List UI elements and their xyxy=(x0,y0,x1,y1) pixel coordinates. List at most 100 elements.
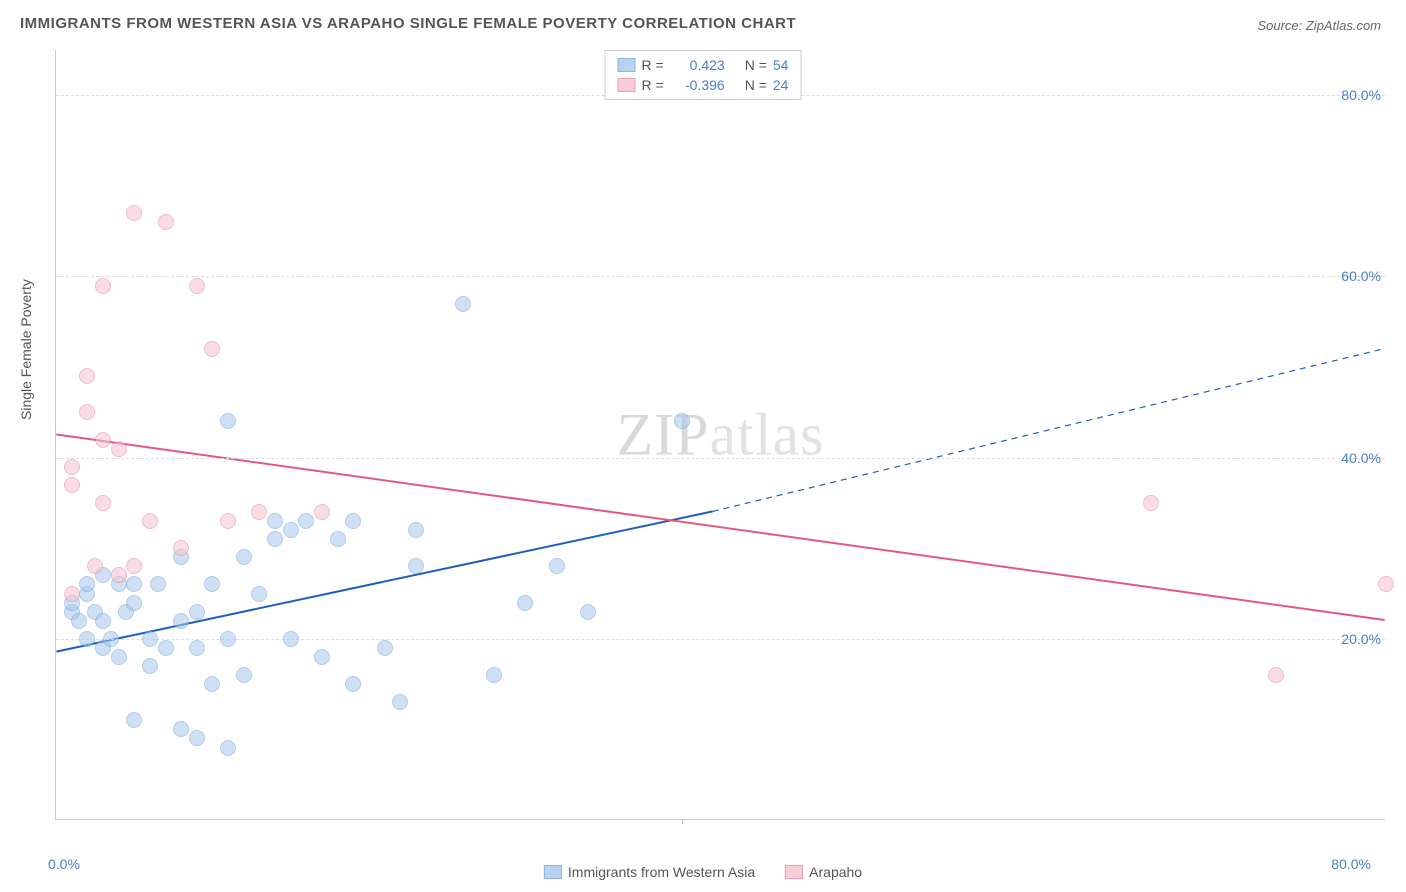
legend-swatch xyxy=(618,78,636,92)
data-point xyxy=(95,495,111,511)
data-point xyxy=(126,558,142,574)
data-point xyxy=(220,740,236,756)
data-point xyxy=(220,631,236,647)
data-point xyxy=(103,631,119,647)
data-point xyxy=(79,368,95,384)
data-point xyxy=(408,522,424,538)
data-point xyxy=(158,214,174,230)
data-point xyxy=(111,649,127,665)
data-point xyxy=(64,586,80,602)
data-point xyxy=(64,459,80,475)
data-point xyxy=(142,513,158,529)
legend-n-label: N = xyxy=(745,57,767,73)
source-label: Source: ZipAtlas.com xyxy=(1257,18,1381,33)
gridline xyxy=(56,276,1385,277)
x-tick-0: 0.0% xyxy=(48,856,80,872)
data-point xyxy=(314,504,330,520)
legend-correlation: R = 0.423 N = 54 R = -0.396 N = 24 xyxy=(605,50,802,100)
data-point xyxy=(377,640,393,656)
data-point xyxy=(150,576,166,592)
data-point xyxy=(251,586,267,602)
data-point xyxy=(158,640,174,656)
trend-lines-layer xyxy=(56,50,1385,819)
data-point xyxy=(1268,667,1284,683)
data-point xyxy=(126,576,142,592)
data-point xyxy=(126,205,142,221)
data-point xyxy=(173,540,189,556)
y-tick-label: 60.0% xyxy=(1341,268,1381,284)
legend-row: R = 0.423 N = 54 xyxy=(618,55,789,75)
data-point xyxy=(345,676,361,692)
legend-series: Immigrants from Western Asia Arapaho xyxy=(544,864,862,880)
data-point xyxy=(267,531,283,547)
data-point xyxy=(204,341,220,357)
data-point xyxy=(486,667,502,683)
y-tick-label: 20.0% xyxy=(1341,631,1381,647)
legend-series-label: Arapaho xyxy=(809,864,862,880)
data-point xyxy=(204,676,220,692)
legend-swatch xyxy=(544,865,562,879)
data-point xyxy=(236,667,252,683)
gridline xyxy=(56,458,1385,459)
data-point xyxy=(298,513,314,529)
x-tick xyxy=(682,819,683,824)
data-point xyxy=(408,558,424,574)
data-point xyxy=(173,613,189,629)
data-point xyxy=(220,413,236,429)
plot-area: ZIPatlas xyxy=(55,50,1385,820)
data-point xyxy=(87,558,103,574)
chart-container: IMMIGRANTS FROM WESTERN ASIA VS ARAPAHO … xyxy=(0,0,1406,892)
legend-r-value: -0.396 xyxy=(670,77,725,93)
data-point xyxy=(64,477,80,493)
legend-swatch xyxy=(618,58,636,72)
data-point xyxy=(1143,495,1159,511)
data-point xyxy=(142,631,158,647)
data-point xyxy=(111,567,127,583)
data-point xyxy=(251,504,267,520)
data-point xyxy=(126,595,142,611)
legend-n-value: 24 xyxy=(773,77,789,93)
data-point xyxy=(455,296,471,312)
data-point xyxy=(330,531,346,547)
data-point xyxy=(283,631,299,647)
data-point xyxy=(173,721,189,737)
data-point xyxy=(314,649,330,665)
data-point xyxy=(142,658,158,674)
data-point xyxy=(392,694,408,710)
chart-title: IMMIGRANTS FROM WESTERN ASIA VS ARAPAHO … xyxy=(20,15,796,32)
legend-n-value: 54 xyxy=(773,57,789,73)
data-point xyxy=(79,631,95,647)
legend-series-item: Arapaho xyxy=(785,864,862,880)
data-point xyxy=(71,613,87,629)
data-point xyxy=(580,604,596,620)
legend-series-label: Immigrants from Western Asia xyxy=(568,864,755,880)
legend-r-label: R = xyxy=(642,57,664,73)
legend-r-label: R = xyxy=(642,77,664,93)
legend-n-label: N = xyxy=(745,77,767,93)
data-point xyxy=(95,278,111,294)
data-point xyxy=(674,413,690,429)
watermark: ZIPatlas xyxy=(617,400,825,469)
data-point xyxy=(236,549,252,565)
data-point xyxy=(267,513,283,529)
data-point xyxy=(189,604,205,620)
data-point xyxy=(189,278,205,294)
x-tick-80: 80.0% xyxy=(1331,856,1371,872)
data-point xyxy=(189,640,205,656)
data-point xyxy=(111,441,127,457)
data-point xyxy=(220,513,236,529)
data-point xyxy=(189,730,205,746)
data-point xyxy=(204,576,220,592)
gridline xyxy=(56,639,1385,640)
data-point xyxy=(95,613,111,629)
legend-series-item: Immigrants from Western Asia xyxy=(544,864,755,880)
data-point xyxy=(517,595,533,611)
data-point xyxy=(345,513,361,529)
data-point xyxy=(79,404,95,420)
legend-row: R = -0.396 N = 24 xyxy=(618,75,789,95)
data-point xyxy=(95,432,111,448)
legend-r-value: 0.423 xyxy=(670,57,725,73)
y-tick-label: 40.0% xyxy=(1341,450,1381,466)
data-point xyxy=(79,576,95,592)
data-point xyxy=(1378,576,1394,592)
